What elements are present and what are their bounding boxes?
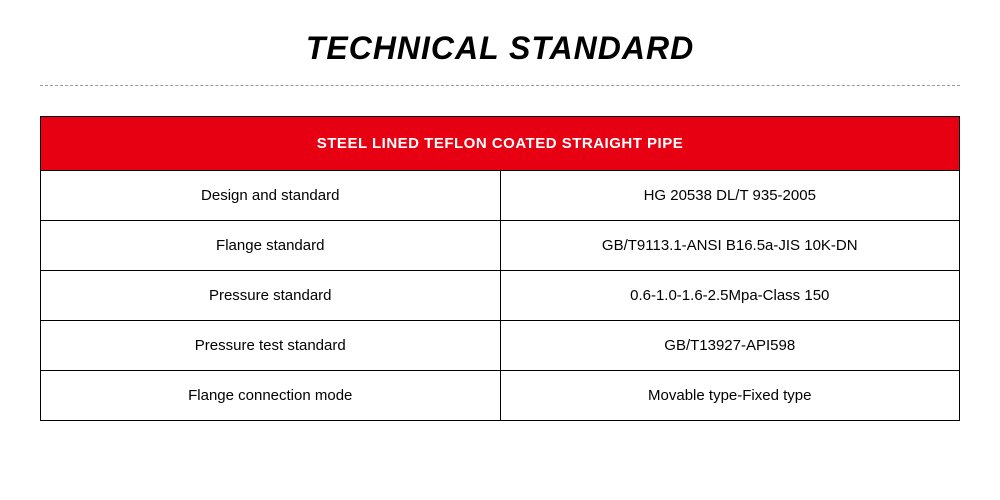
divider-line (40, 85, 960, 86)
technical-standard-table: STEEL LINED TEFLON COATED STRAIGHT PIPE … (40, 116, 960, 421)
row-label: Design and standard (41, 171, 501, 221)
row-label: Flange standard (41, 221, 501, 271)
row-value: GB/T9113.1-ANSI B16.5a-JIS 10K-DN (500, 221, 960, 271)
table-row: Pressure test standard GB/T13927-API598 (41, 321, 960, 371)
row-label: Flange connection mode (41, 371, 501, 421)
table-row: Design and standard HG 20538 DL/T 935-20… (41, 171, 960, 221)
row-label: Pressure test standard (41, 321, 501, 371)
row-value: GB/T13927-API598 (500, 321, 960, 371)
table-header: STEEL LINED TEFLON COATED STRAIGHT PIPE (41, 117, 960, 171)
row-value: Movable type-Fixed type (500, 371, 960, 421)
row-value: 0.6-1.0-1.6-2.5Mpa-Class 150 (500, 271, 960, 321)
page-title: TECHNICAL STANDARD (40, 30, 960, 67)
row-label: Pressure standard (41, 271, 501, 321)
table-row: Pressure standard 0.6-1.0-1.6-2.5Mpa-Cla… (41, 271, 960, 321)
table-row: Flange connection mode Movable type-Fixe… (41, 371, 960, 421)
row-value: HG 20538 DL/T 935-2005 (500, 171, 960, 221)
table-row: Flange standard GB/T9113.1-ANSI B16.5a-J… (41, 221, 960, 271)
